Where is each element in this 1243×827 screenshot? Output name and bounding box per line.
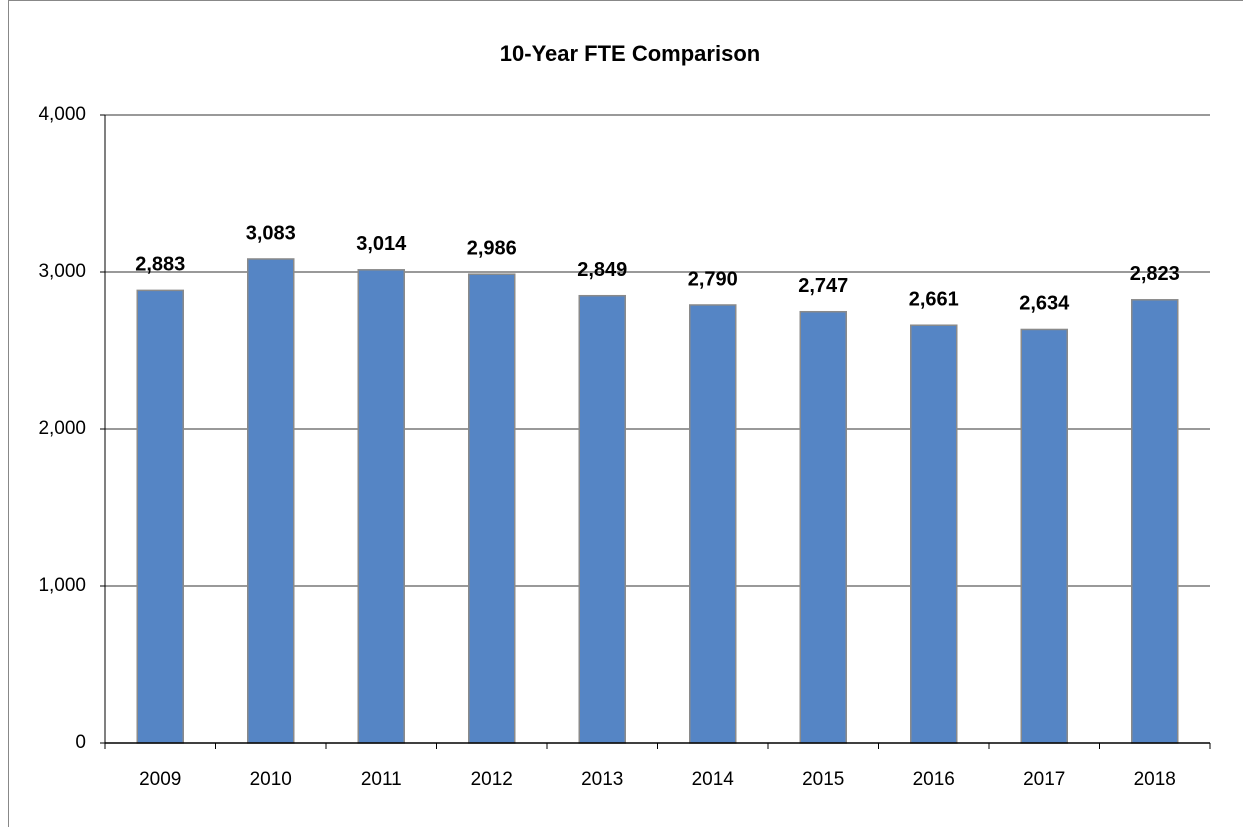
- x-tick-label: 2018: [1134, 769, 1176, 790]
- y-tick-label: 4,000: [38, 104, 86, 125]
- bar: [468, 273, 516, 744]
- y-tick-label: 2,000: [38, 418, 86, 439]
- data-label: 2,986: [467, 237, 517, 259]
- bar: [357, 269, 405, 744]
- x-tick-label: 2015: [802, 769, 844, 790]
- chart-title: 10-Year FTE Comparison: [500, 41, 760, 66]
- x-tick-label: 2011: [361, 769, 402, 790]
- y-tick-label: 3,000: [38, 261, 86, 282]
- x-tick-label: 2016: [913, 769, 955, 790]
- data-label: 2,883: [135, 254, 185, 276]
- data-label: 3,083: [246, 222, 296, 244]
- bar: [1020, 328, 1068, 744]
- data-label: 2,849: [577, 259, 627, 281]
- data-label: 2,747: [798, 275, 848, 297]
- data-label: 2,634: [1019, 293, 1070, 315]
- x-tick-label: 2012: [471, 769, 513, 790]
- x-tick-label: 2013: [581, 769, 623, 790]
- x-tick-label: 2014: [692, 769, 735, 790]
- data-label: 2,790: [688, 268, 738, 290]
- data-label: 3,014: [356, 233, 407, 255]
- bar: [689, 304, 737, 744]
- y-tick-label: 1,000: [38, 575, 86, 596]
- bar: [1131, 299, 1179, 744]
- y-tick-label: 0: [75, 732, 86, 753]
- bar: [136, 289, 184, 744]
- data-label: 2,823: [1130, 263, 1180, 285]
- x-tick-label: 2017: [1023, 769, 1065, 790]
- bar: [799, 310, 847, 744]
- x-tick-label: 2009: [139, 769, 181, 790]
- x-tick-label: 2010: [250, 769, 292, 790]
- bar: [578, 294, 626, 744]
- data-label: 2,661: [909, 289, 959, 311]
- chart-frame: [8, 0, 1243, 827]
- bar: [910, 324, 958, 744]
- bar: [247, 258, 295, 744]
